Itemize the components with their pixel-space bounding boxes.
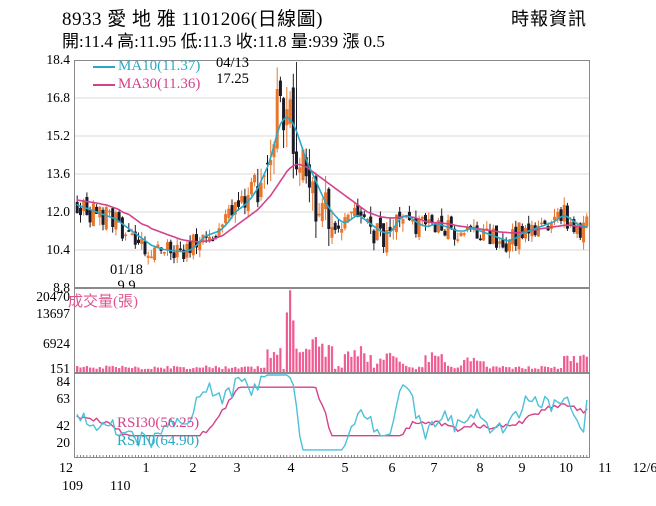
rsi-y-tick: 42 xyxy=(56,418,71,433)
rsi30-legend: RSI30(56.25) xyxy=(117,415,200,431)
volume-y-tick: 6924 xyxy=(43,336,70,351)
rsi-chart-panel xyxy=(74,373,590,458)
rsi-y-tick: 84 xyxy=(56,374,71,389)
x-axis-tick: 9 xyxy=(518,461,526,476)
x-axis-tick: 3 xyxy=(233,461,241,476)
price-y-tick: 18.4 xyxy=(46,52,70,67)
ma10-legend: MA10(11.37) xyxy=(118,58,201,74)
page-title: 8933 愛 地 雅 1101206(日線圖) xyxy=(62,9,323,30)
price-y-tick: 12.0 xyxy=(46,204,70,219)
ma30-legend: MA30(11.36) xyxy=(118,76,201,92)
x-axis-tick: 12/6 xyxy=(632,461,656,476)
price-y-tick: 15.2 xyxy=(46,128,70,143)
high-annotation: 04/13 17.25 xyxy=(216,55,249,87)
x-axis-tick: 6 xyxy=(388,461,396,476)
ma10-legend-swatch xyxy=(93,66,115,68)
volume-y-tick: 151 xyxy=(49,361,70,376)
rsi-y-tick: 63 xyxy=(56,391,71,406)
x-axis-tick: 4 xyxy=(287,461,295,476)
x-axis-tick: 5 xyxy=(341,461,349,476)
rsi10-legend: RSI10(64.90) xyxy=(117,433,200,449)
quote-summary: 開:11.4 高:11.95 低:11.3 收:11.8 量:939 漲 0.5 xyxy=(62,32,385,51)
price-chart-panel xyxy=(74,60,590,288)
x-axis-tick: 12 xyxy=(59,461,73,476)
low-annotation-date: 01/18 xyxy=(110,262,144,278)
x-axis-year: 110 xyxy=(110,479,131,494)
source-label: 時報資訊 xyxy=(511,9,587,29)
x-axis-tick: 10 xyxy=(559,461,573,476)
x-axis-tick: 1 xyxy=(142,461,150,476)
price-y-tick: 13.6 xyxy=(46,166,70,181)
x-axis-tick: 7 xyxy=(430,461,438,476)
rsi-chart-svg xyxy=(76,374,588,458)
volume-chart-panel xyxy=(74,288,590,373)
price-y-tick: 16.8 xyxy=(46,90,70,105)
rsi-y-tick: 20 xyxy=(56,435,71,450)
volume-label: 成交量(張) xyxy=(68,294,138,310)
x-axis-year: 109 xyxy=(62,479,83,494)
price-y-tick: 10.4 xyxy=(46,242,70,257)
high-annotation-date: 04/13 xyxy=(216,55,250,71)
price-y-tick: 8.8 xyxy=(53,280,70,295)
volume-y-tick: 20470 xyxy=(36,289,70,304)
x-axis-tick: 11 xyxy=(598,461,612,476)
volume-y-tick: 13697 xyxy=(36,306,70,321)
high-annotation-price: 17.25 xyxy=(216,71,249,87)
ma30-legend-swatch xyxy=(93,84,115,86)
x-axis-tick: 2 xyxy=(189,461,197,476)
volume-chart-svg xyxy=(76,290,588,373)
x-axis-tick: 8 xyxy=(476,461,484,476)
price-chart-svg xyxy=(74,62,590,265)
